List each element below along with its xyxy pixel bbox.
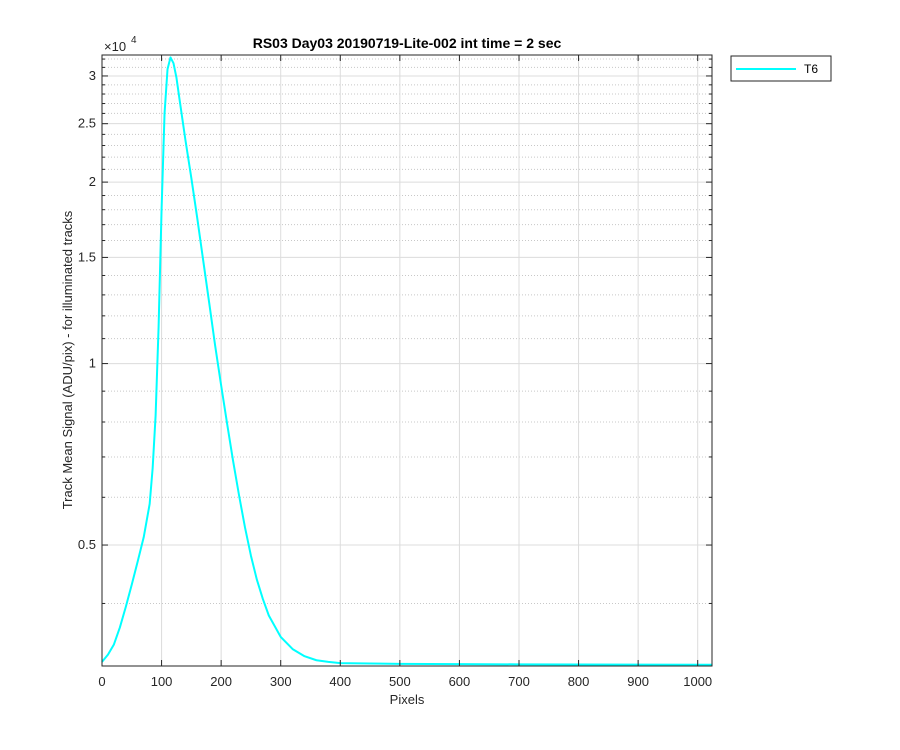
x-tick-label: 700 xyxy=(508,674,530,689)
x-tick-label: 0 xyxy=(98,674,105,689)
y-tick-label: 3 xyxy=(89,68,96,83)
series-line-t6 xyxy=(101,56,713,666)
x-tick-label: 900 xyxy=(627,674,649,689)
x-tick-label: 500 xyxy=(389,674,411,689)
chart-title: RS03 Day03 20190719-Lite-002 int time = … xyxy=(253,35,562,51)
y-tick-label: 2 xyxy=(89,174,96,189)
y-tick-label: 1.5 xyxy=(78,249,96,264)
y-tick-label: 2.5 xyxy=(78,116,96,131)
x-axis-label: Pixels xyxy=(390,692,425,707)
x-tick-label: 100 xyxy=(151,674,173,689)
legend: T6 xyxy=(730,55,832,82)
tick-layer: 0 100 200 300 400 500 600 700 800 900 1000 0.5 1 1.5 2… xyxy=(78,55,712,689)
y-exponent-base: ×10 xyxy=(104,39,126,54)
axes-box xyxy=(101,54,713,667)
x-tick-label: 300 xyxy=(270,674,292,689)
x-tick-label: 400 xyxy=(329,674,351,689)
axes-background xyxy=(102,55,712,666)
x-tick-label: 600 xyxy=(449,674,471,689)
series-layer xyxy=(101,56,713,666)
y-axis-label: Track Mean Signal (ADU/pix) - for illumi… xyxy=(60,210,75,509)
y-exponent-power: 4 xyxy=(131,35,137,46)
x-tick-label: 200 xyxy=(210,674,232,689)
x-tick-label: 800 xyxy=(568,674,590,689)
y-tick-label: 1 xyxy=(89,356,96,371)
y-axis-exponent: ×10 4 xyxy=(104,35,137,54)
legend-label-t6: T6 xyxy=(804,62,818,76)
plot-area: 0 100 200 300 400 500 600 700 800 900 1000 0.5 1 1.5 2… xyxy=(78,54,713,689)
y-tick-label: 0.5 xyxy=(78,537,96,552)
x-tick-label: 1000 xyxy=(683,674,712,689)
grid-layer xyxy=(101,55,712,666)
